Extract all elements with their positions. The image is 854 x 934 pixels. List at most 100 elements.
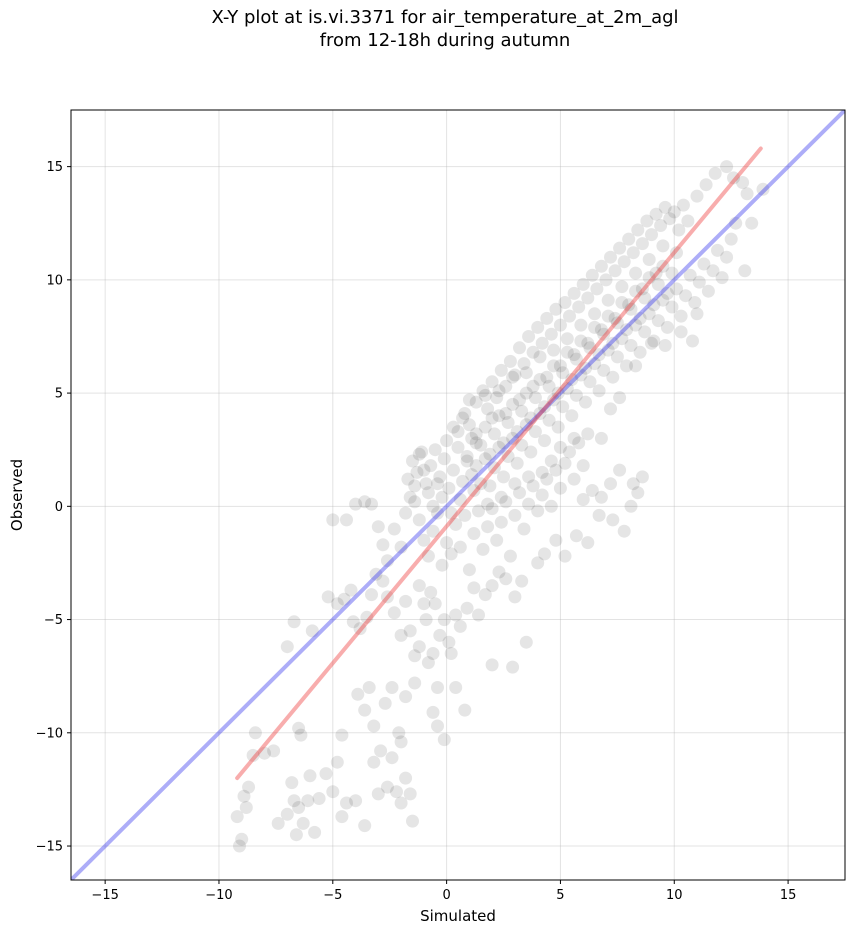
data-point (472, 608, 485, 622)
data-point (478, 388, 492, 402)
data-point (583, 375, 597, 389)
data-point (745, 216, 759, 230)
data-point (394, 735, 408, 749)
data-point (510, 425, 524, 439)
data-point (531, 504, 545, 518)
grid (71, 110, 845, 880)
data-point (672, 223, 686, 237)
data-point (615, 296, 629, 309)
data-point (403, 787, 417, 801)
data-point (622, 232, 636, 246)
data-point (453, 619, 467, 633)
data-point (533, 407, 547, 420)
data-point (620, 359, 633, 373)
data-point (490, 533, 504, 547)
data-point (419, 613, 433, 627)
data-point (544, 327, 558, 341)
data-point (412, 640, 426, 654)
data-point (401, 472, 415, 486)
data-point (535, 465, 549, 479)
data-point (592, 348, 606, 362)
data-point (715, 271, 729, 285)
data-point (535, 488, 549, 502)
data-point (579, 361, 592, 375)
data-point (485, 579, 499, 593)
data-point (426, 647, 440, 660)
data-point (660, 320, 674, 334)
data-point (499, 379, 513, 393)
data-point (629, 359, 643, 373)
data-point (674, 309, 688, 323)
data-point (665, 266, 679, 280)
data-point (522, 330, 536, 343)
data-point (506, 431, 520, 445)
data-point (549, 533, 563, 547)
data-point (305, 624, 319, 638)
data-point (280, 640, 294, 654)
data-point (642, 271, 656, 285)
data-point (474, 477, 488, 491)
data-point (656, 293, 670, 307)
data-point (667, 205, 681, 219)
data-point (513, 486, 526, 500)
data-point (503, 354, 517, 368)
data-point (394, 540, 408, 554)
data-point (462, 563, 476, 577)
data-point (365, 497, 378, 511)
data-point (610, 350, 624, 364)
data-point (626, 477, 640, 491)
data-point (485, 375, 499, 389)
data-point (574, 334, 588, 348)
data-point (679, 289, 693, 303)
data-point (690, 307, 704, 321)
data-point (412, 447, 426, 461)
data-point (613, 241, 627, 255)
data-point (501, 416, 515, 429)
data-point (478, 420, 492, 434)
data-point (492, 440, 506, 454)
data-point (663, 212, 677, 226)
data-point (408, 479, 422, 493)
data-point (651, 277, 665, 291)
x-tick-label: −15 (91, 888, 118, 903)
data-point (553, 481, 567, 495)
data-point (604, 477, 617, 491)
data-point (565, 373, 579, 386)
data-point (572, 300, 586, 314)
data-point (508, 508, 522, 522)
data-point (651, 314, 665, 328)
data-point (613, 463, 627, 477)
data-point (406, 454, 419, 468)
data-point (526, 379, 540, 393)
data-point (629, 318, 643, 332)
data-point (519, 418, 533, 432)
data-point (428, 597, 442, 611)
data-point (572, 436, 586, 450)
data-point (551, 420, 565, 434)
data-point (431, 506, 444, 520)
data-point (522, 497, 536, 511)
data-point (569, 388, 583, 402)
data-point (246, 748, 260, 762)
data-point (467, 527, 481, 540)
data-point (453, 493, 467, 506)
data-point (258, 746, 271, 760)
data-point (727, 171, 740, 185)
data-point (458, 703, 472, 717)
data-point (531, 556, 545, 570)
data-point (469, 459, 483, 473)
data-point (738, 264, 752, 278)
data-point (417, 463, 431, 477)
data-point (508, 477, 522, 491)
data-point (567, 431, 581, 445)
data-point (435, 558, 449, 572)
data-point (547, 343, 561, 357)
data-point (408, 495, 422, 509)
data-point (658, 339, 672, 352)
data-point (485, 658, 499, 672)
data-point (424, 585, 438, 599)
data-point (287, 794, 301, 808)
data-point (642, 253, 656, 266)
data-point (585, 484, 599, 497)
data-point (556, 366, 570, 380)
